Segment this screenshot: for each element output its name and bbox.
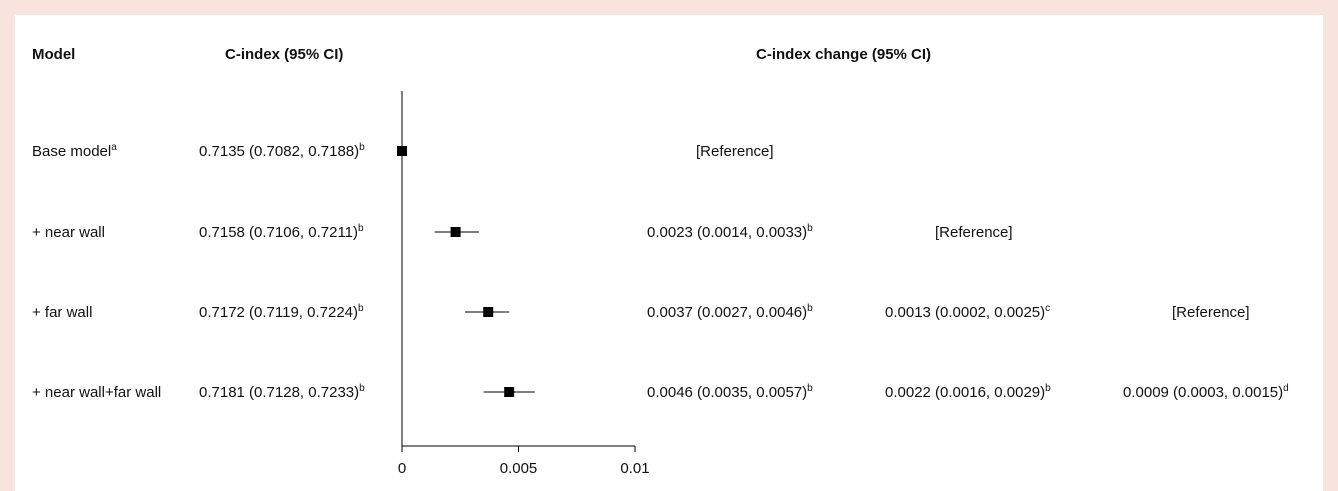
header-model: Model bbox=[32, 46, 76, 63]
model-label-near-far-wall: + near wall+far wall bbox=[32, 384, 162, 401]
estimate-marker bbox=[397, 146, 407, 156]
change-near-far-wall-vs-near-wall: 0.0022 (0.0016, 0.0029)b bbox=[885, 383, 1051, 402]
c-index-base: 0.7135 (0.7082, 0.7188)b bbox=[199, 142, 365, 161]
x-tick-label: 0.01 bbox=[620, 460, 649, 477]
header-c-index: C-index (95% CI) bbox=[225, 46, 344, 63]
c-index-near-far-wall: 0.7181 (0.7128, 0.7233)b bbox=[199, 383, 365, 402]
change-base-vs-base: [Reference] bbox=[696, 143, 774, 160]
c-index-far-wall: 0.7172 (0.7119, 0.7224)b bbox=[199, 303, 364, 322]
x-tick-label: 0.005 bbox=[500, 460, 538, 477]
estimate-marker bbox=[450, 227, 461, 237]
change-far-wall-vs-base: 0.0037 (0.0027, 0.0046)b bbox=[647, 303, 813, 322]
forest-plot: 0 0.005 0.01 bbox=[397, 91, 650, 477]
model-label-base: Base modela bbox=[32, 142, 117, 161]
change-far-wall-vs-far-wall: [Reference] bbox=[1172, 304, 1250, 321]
estimate-marker bbox=[483, 307, 494, 317]
change-near-far-wall-vs-base: 0.0046 (0.0035, 0.0057)b bbox=[647, 383, 813, 402]
change-near-wall-vs-base: 0.0023 (0.0014, 0.0033)b bbox=[647, 223, 813, 242]
change-far-wall-vs-near-wall: 0.0013 (0.0002, 0.0025)c bbox=[885, 303, 1051, 322]
c-index-near-wall: 0.7158 (0.7106, 0.7211)b bbox=[199, 223, 364, 242]
model-label-near-wall: + near wall bbox=[32, 224, 105, 241]
change-near-far-wall-vs-far-wall: 0.0009 (0.0003, 0.0015)d bbox=[1123, 383, 1289, 402]
x-tick-label: 0 bbox=[398, 460, 406, 477]
model-label-far-wall: + far wall bbox=[32, 304, 93, 321]
header-c-index-change: C-index change (95% CI) bbox=[756, 46, 932, 63]
figure-panel: Model C-index (95% CI) C-index change (9… bbox=[15, 15, 1323, 491]
change-near-wall-vs-near-wall: [Reference] bbox=[935, 224, 1013, 241]
estimate-marker bbox=[504, 387, 515, 397]
